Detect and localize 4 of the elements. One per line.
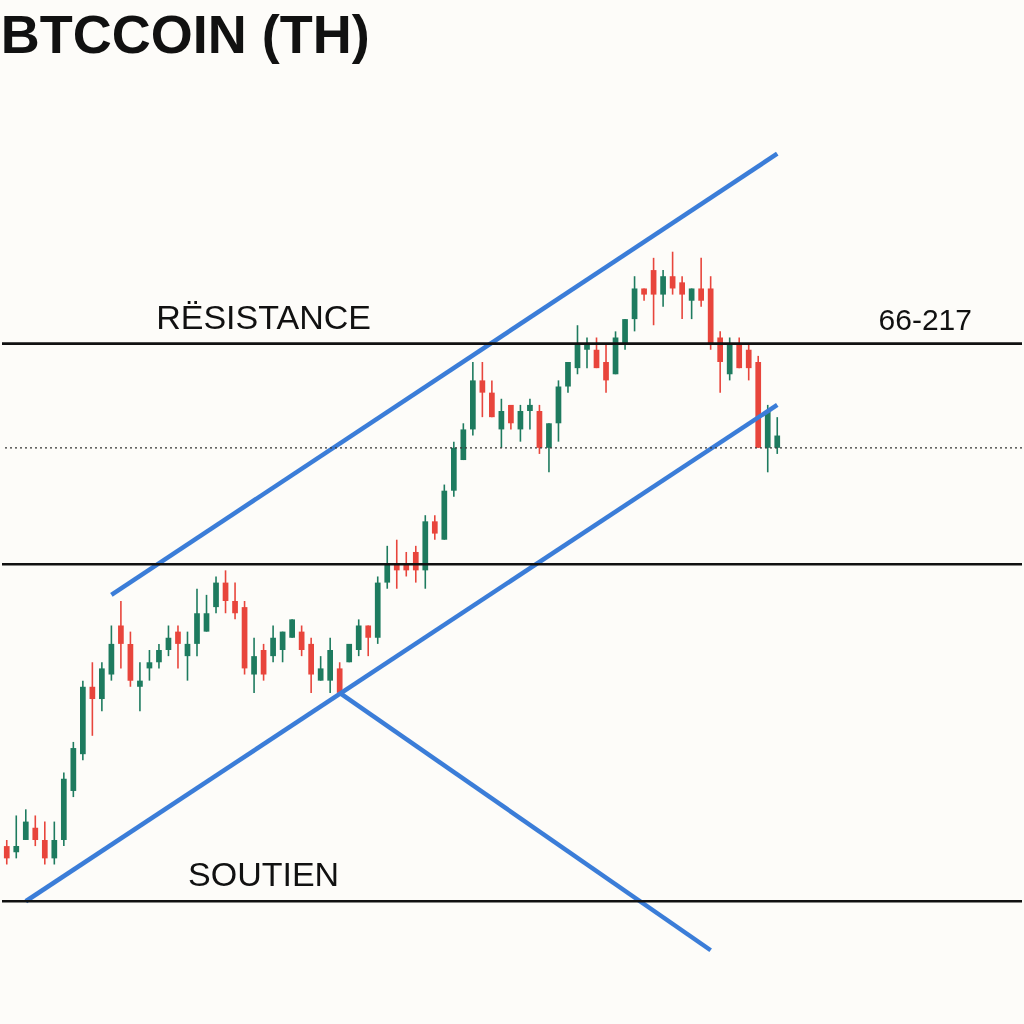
chart-title: BTCCOIN (TH) xyxy=(0,4,370,64)
ref-line-label: SOUTIEN xyxy=(188,855,340,894)
ref-line-label: RËSISTANCE xyxy=(156,297,371,336)
text: 66-217 xyxy=(878,302,972,336)
